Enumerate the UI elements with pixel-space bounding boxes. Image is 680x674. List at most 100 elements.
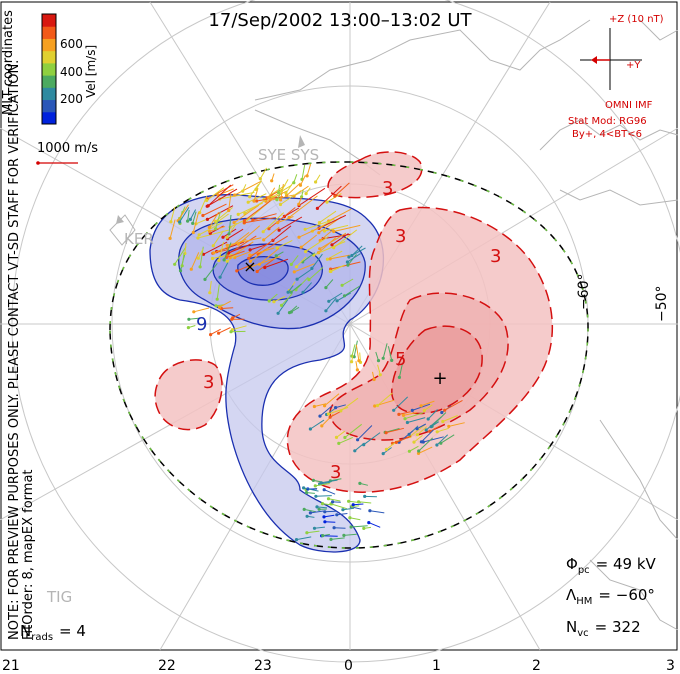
vector-origin-dot [270,179,274,183]
velocity-vector [358,501,372,504]
vector-origin-dot [318,247,322,251]
velocity-vector [316,506,328,509]
mlt-tick: 3 [666,658,675,674]
vector-origin-dot [173,262,177,266]
vector-origin-dot [292,270,296,274]
velocity-vector [276,239,293,249]
velocity-vector [349,517,361,521]
velocity-vector [353,340,358,357]
velocity-vector [293,185,309,197]
vector-origin-dot [356,438,360,442]
velocity-vector [296,268,312,280]
velocity-vector [303,487,319,492]
velocity-vector [368,522,381,528]
velocity-vector [407,417,426,423]
vector-origin-dot [261,230,265,234]
vector-origin-dot [197,233,201,237]
vector-origin-dot [363,494,367,498]
vector-origin-dot [236,242,240,246]
velocity-vector [385,427,405,434]
vector-origin-dot [210,256,215,261]
vector-origin-dot [328,269,332,273]
vector-origin-dot [324,309,328,313]
vector-origin-dot [180,264,184,268]
velocity-vector [330,254,350,260]
vector-origin-dot [178,220,182,224]
vector-origin-dot [342,294,347,298]
vector-origin-dot [324,286,328,290]
velocity-vector [310,510,324,514]
vector-origin-dot [274,254,278,258]
map-title: 17/Sep/2002 13:00–13:02 UT [208,10,472,31]
velocity-vector [321,535,338,537]
vector-origin-dot [343,435,347,440]
vector-origin-dot [315,206,319,210]
vector-origin-dot [191,221,195,225]
n-rads-stat: Nrads = 4 [20,622,86,643]
vector-origin-dot [350,253,354,258]
velocity-vector [227,237,262,246]
vector-origin-dot [207,225,211,230]
velocity-vector [315,483,330,487]
vector-origin-dot [311,478,315,482]
vector-origin-dot [328,415,332,419]
velocity-vector [313,241,346,256]
station-marker-icon [116,215,124,224]
vector-origin-dot [321,534,325,538]
velocity-vector [324,393,340,407]
velocity-vector [284,207,300,217]
velocity-vector [324,521,336,523]
vector-origin-dot [347,499,351,503]
vector-origin-dot [312,404,316,409]
velocity-vector [336,430,346,438]
vector-origin-dot [287,311,292,315]
vector-origin-dot [241,189,245,193]
velocity-vector [192,212,199,233]
velocity-vector [306,530,320,534]
vector-origin-dot [308,511,312,515]
vector-origin-dot [299,245,303,249]
velocity-vector [278,216,303,231]
vector-origin-dot [276,311,280,315]
vector-origin-dot [357,359,361,363]
vector-origin-dot [346,263,350,267]
velocity-vector [189,209,197,220]
vector-origin-dot [232,221,236,225]
vector-origin-dot [415,433,419,437]
vector-origin-dot [186,219,190,223]
vector-origin-dot [319,481,323,485]
vector-origin-dot [314,494,318,498]
vector-origin-dot [373,404,377,408]
positive-cell-blob-left [154,359,223,431]
velocity-vector [409,424,426,437]
velocity-vector [301,164,306,180]
vector-origin-dot [317,221,321,225]
imf-dial [580,28,642,90]
vector-origin-dot [357,500,361,504]
vector-origin-dot [189,267,193,271]
velocity-vector [277,216,294,224]
vector-origin-dot [441,419,445,424]
velocity-vector [296,256,307,268]
velocity-vector [259,167,268,179]
vector-origin-dot [322,488,326,492]
vector-origin-dot [372,377,376,382]
vector-origin-dot [196,236,200,240]
vector-origin-dot [233,193,237,197]
vector-origin-dot [305,514,309,518]
n-vc-stat: Nvc = 322 [566,618,641,639]
velocity-vector [237,202,263,215]
vector-origin-dot [313,484,317,488]
velocity-vector [234,180,262,196]
colorbar-segment [42,38,56,52]
velocity-vector [193,307,210,313]
velocity-vector [333,224,361,232]
vector-origin-dot [326,412,331,416]
velocity-vector [353,503,364,506]
velocity-vector [318,237,337,254]
velocity-vector [216,284,220,300]
velocity-vector [319,232,347,250]
velocity-vector [190,252,200,270]
vector-origin-dot [230,317,234,321]
velocity-vector [212,230,224,246]
